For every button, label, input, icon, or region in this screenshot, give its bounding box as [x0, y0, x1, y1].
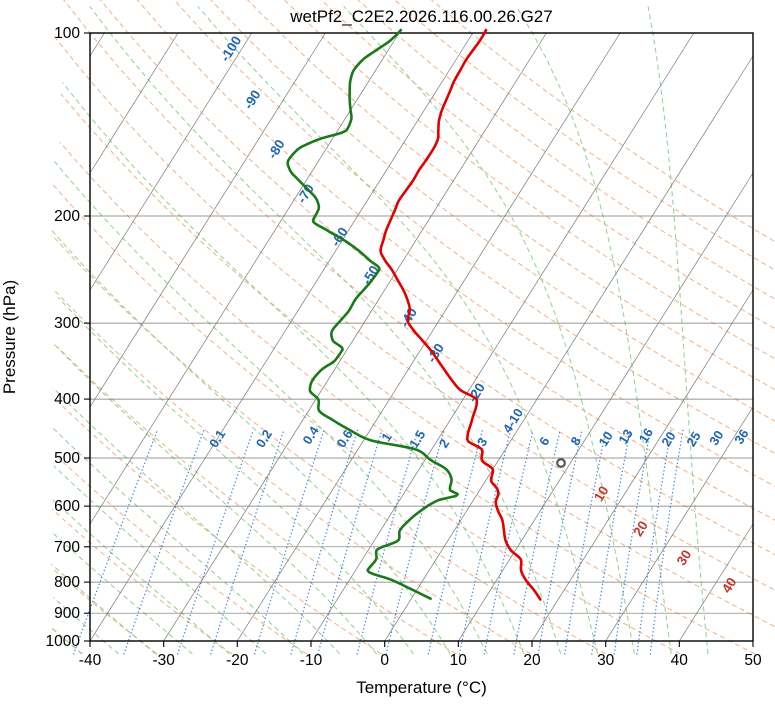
svg-text:-20: -20	[226, 652, 249, 669]
svg-text:300: 300	[54, 315, 80, 332]
svg-text:wetPf2_C2E2.2026.116.00.26.G27: wetPf2_C2E2.2026.116.00.26.G27	[289, 7, 552, 26]
svg-text:30: 30	[597, 652, 615, 669]
svg-text:1000: 1000	[46, 633, 81, 650]
svg-text:Temperature (°C): Temperature (°C)	[356, 678, 487, 697]
svg-text:200: 200	[54, 208, 80, 225]
svg-text:-40: -40	[79, 652, 102, 669]
svg-text:Pressure (hPa): Pressure (hPa)	[0, 280, 19, 394]
svg-text:40: 40	[671, 652, 689, 669]
svg-text:100: 100	[54, 25, 80, 42]
svg-text:500: 500	[54, 450, 80, 467]
svg-text:800: 800	[54, 574, 80, 591]
svg-text:0: 0	[380, 652, 389, 669]
svg-text:-30: -30	[152, 652, 175, 669]
svg-text:10: 10	[450, 652, 468, 669]
svg-text:50: 50	[744, 652, 762, 669]
svg-text:700: 700	[54, 539, 80, 556]
svg-text:600: 600	[54, 498, 80, 515]
svg-text:900: 900	[54, 605, 80, 622]
svg-text:20: 20	[523, 652, 541, 669]
svg-text:400: 400	[54, 391, 80, 408]
svg-text:-10: -10	[300, 652, 323, 669]
